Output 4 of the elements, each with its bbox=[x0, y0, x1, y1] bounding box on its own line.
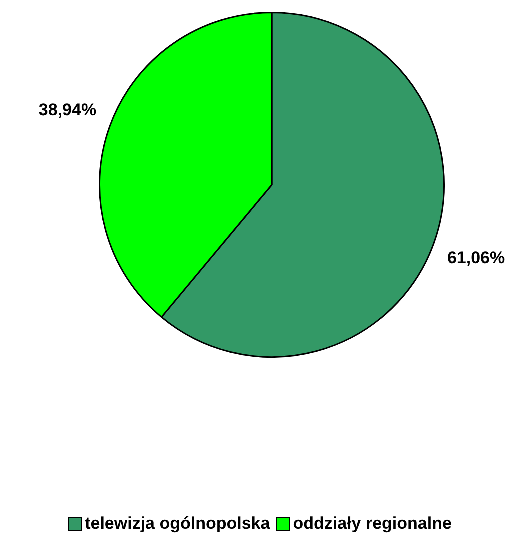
data-label: 38,94% bbox=[38, 100, 97, 120]
legend-label: oddziały regionalne bbox=[293, 514, 452, 534]
data-label: 61,06% bbox=[447, 248, 506, 268]
legend-label: telewizja ogólnopolska bbox=[85, 514, 270, 534]
